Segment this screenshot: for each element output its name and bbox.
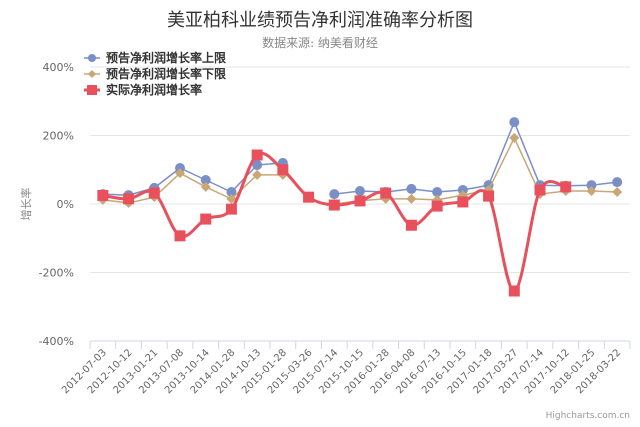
data-point[interactable]: [560, 181, 572, 193]
legend-label: 实际净利润增长率: [106, 82, 202, 97]
data-point[interactable]: [175, 163, 185, 174]
legend-item-1[interactable]: 预告净利润增长率下限: [84, 66, 226, 81]
data-point[interactable]: [175, 168, 185, 179]
data-point[interactable]: [277, 164, 289, 176]
legend-item-2[interactable]: 实际净利润增长率: [84, 82, 202, 97]
data-point[interactable]: [355, 185, 365, 196]
data-point[interactable]: [483, 190, 495, 202]
data-point[interactable]: [226, 193, 237, 204]
data-point[interactable]: [457, 184, 468, 195]
data-point[interactable]: [251, 149, 263, 161]
data-point[interactable]: [328, 199, 340, 211]
data-point[interactable]: [252, 169, 263, 180]
chart-subtitle: 数据来源: 纳美看财经: [262, 36, 378, 50]
chart-title: 美亚柏科业绩预告净利润准确率分析图: [167, 10, 473, 31]
data-point[interactable]: [509, 117, 520, 128]
data-point[interactable]: [534, 184, 546, 196]
data-point[interactable]: [612, 187, 623, 198]
data-point[interactable]: [586, 180, 597, 191]
data-point[interactable]: [612, 177, 623, 188]
series-2: [97, 149, 572, 297]
data-point[interactable]: [405, 219, 417, 231]
y-tick-label: -400%: [39, 335, 74, 348]
y-tick-label: 400%: [43, 61, 74, 74]
data-point[interactable]: [431, 200, 443, 212]
data-point[interactable]: [200, 213, 212, 225]
legend-square-icon: [87, 85, 97, 95]
data-point[interactable]: [508, 285, 520, 297]
y-tick-label: 0%: [57, 198, 74, 211]
data-point[interactable]: [174, 230, 186, 242]
data-point[interactable]: [457, 196, 469, 208]
data-point[interactable]: [148, 187, 160, 199]
data-point[interactable]: [329, 189, 340, 200]
y-axis-title: 增长率: [19, 188, 33, 221]
y-tick-label: 200%: [43, 130, 74, 143]
data-point[interactable]: [97, 189, 109, 201]
legend-item-0[interactable]: 预告净利润增长率上限: [84, 50, 226, 65]
data-point[interactable]: [509, 132, 520, 143]
data-point[interactable]: [303, 191, 315, 203]
data-point[interactable]: [200, 175, 211, 186]
series-line: [334, 120, 618, 195]
data-point[interactable]: [406, 183, 417, 194]
legend-circle-icon: [88, 54, 96, 62]
data-point[interactable]: [406, 193, 417, 204]
credit-link[interactable]: Highcharts.com.cn: [545, 411, 630, 421]
data-point[interactable]: [225, 203, 237, 215]
legend-label: 预告净利润增长率下限: [106, 66, 226, 81]
data-point[interactable]: [432, 187, 443, 198]
y-tick-label: -200%: [39, 267, 74, 280]
data-point[interactable]: [123, 193, 135, 205]
legend-diamond-icon: [88, 70, 96, 78]
data-point[interactable]: [354, 195, 366, 207]
legend-label: 预告净利润增长率上限: [106, 50, 226, 65]
data-point[interactable]: [252, 159, 263, 170]
data-point[interactable]: [200, 181, 211, 192]
data-point[interactable]: [226, 187, 237, 198]
data-point[interactable]: [380, 187, 392, 199]
data-point[interactable]: [586, 185, 597, 196]
